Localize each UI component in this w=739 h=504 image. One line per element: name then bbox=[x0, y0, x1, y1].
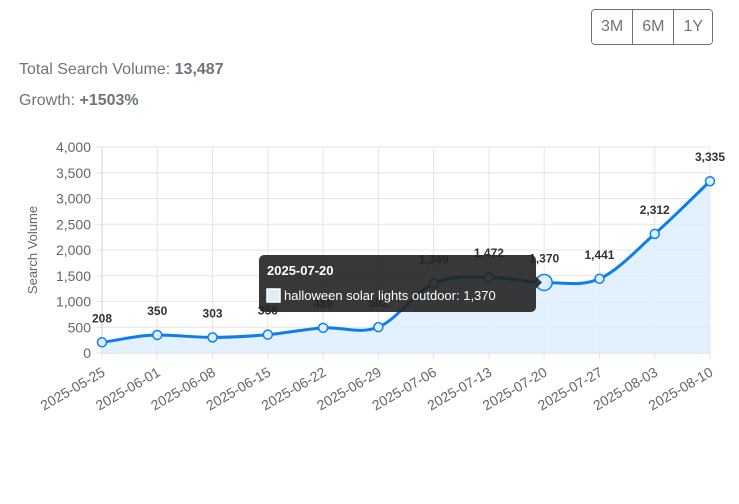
data-label: 303 bbox=[203, 306, 223, 320]
data-point bbox=[594, 273, 605, 285]
growth-stat: Growth: +1503% bbox=[19, 92, 139, 110]
data-label: 2,312 bbox=[640, 203, 670, 217]
range-1y-button[interactable]: 1Y bbox=[673, 10, 713, 44]
data-label: 3,335 bbox=[695, 150, 725, 164]
y-tick-label: 0 bbox=[83, 345, 91, 361]
data-point bbox=[649, 228, 660, 240]
y-tick-label: 500 bbox=[68, 319, 92, 335]
data-point bbox=[262, 329, 274, 340]
data-point bbox=[317, 322, 329, 334]
tooltip-title: 2025-07-20 bbox=[267, 263, 334, 278]
y-tick-label: 3,500 bbox=[56, 165, 91, 181]
data-point bbox=[152, 329, 163, 341]
data-label: 350 bbox=[147, 304, 167, 318]
y-tick-label: 1,500 bbox=[56, 268, 91, 284]
data-label: 208 bbox=[92, 311, 112, 325]
range-6m-button[interactable]: 6M bbox=[632, 10, 674, 44]
data-point bbox=[96, 337, 108, 348]
tooltip-swatch bbox=[266, 288, 281, 303]
data-label: 1,441 bbox=[584, 248, 614, 262]
total-search-volume-value: 13,487 bbox=[174, 61, 224, 78]
tooltip-body: halloween solar lights outdoor: 1,370 bbox=[284, 288, 496, 303]
data-label: 1,370 bbox=[529, 251, 559, 265]
data-point bbox=[704, 175, 716, 187]
tooltip-box bbox=[259, 255, 536, 312]
y-tick-label: 3,000 bbox=[56, 191, 91, 207]
y-tick-label: 2,000 bbox=[56, 242, 91, 258]
time-range-selector: 3M 6M 1Y bbox=[591, 9, 714, 45]
series-area-fill bbox=[102, 181, 710, 353]
data-point bbox=[207, 332, 218, 343]
growth-value: +1503% bbox=[79, 92, 139, 109]
chart-tooltip: 2025-07-20 halloween solar lights outdoor… bbox=[259, 255, 542, 312]
total-search-volume-label: Total Search Volume: bbox=[19, 61, 171, 78]
growth-label: Growth: bbox=[19, 92, 76, 109]
y-axis-label: Search Volume bbox=[25, 206, 40, 294]
y-tick-label: 2,500 bbox=[56, 216, 91, 232]
range-3m-button[interactable]: 3M bbox=[592, 10, 633, 44]
y-tick-label: 4,000 bbox=[56, 139, 91, 155]
data-point bbox=[373, 321, 384, 333]
tooltip-caret bbox=[536, 276, 542, 289]
y-tick-label: 1,000 bbox=[56, 294, 91, 310]
total-search-volume: Total Search Volume: 13,487 bbox=[19, 61, 224, 79]
